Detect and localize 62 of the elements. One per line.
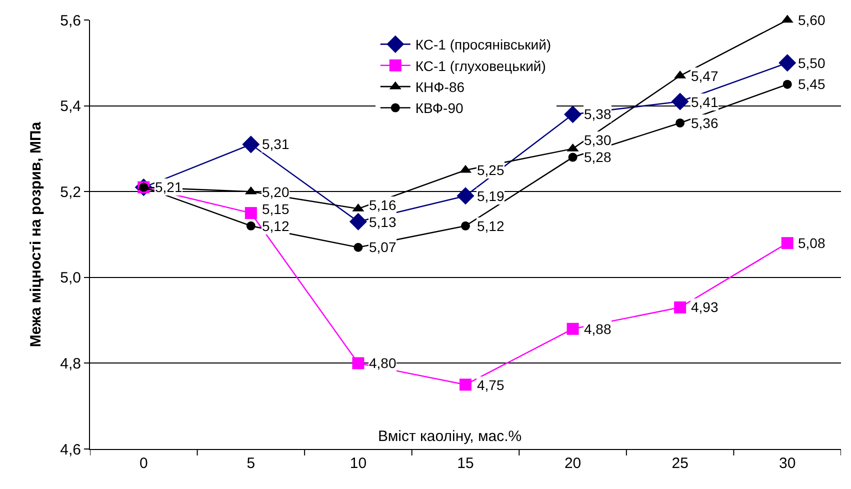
legend-label: КНФ-86 bbox=[415, 79, 465, 96]
data-label: 5,30 bbox=[584, 132, 612, 148]
point bbox=[349, 212, 367, 230]
data-label: 5,50 bbox=[798, 55, 826, 71]
x-tick-label: 20 bbox=[564, 455, 582, 472]
point bbox=[242, 136, 260, 154]
point bbox=[782, 80, 792, 89]
y-tick-label: 4,6 bbox=[60, 441, 81, 458]
x-tick-label: 10 bbox=[350, 455, 367, 472]
y-axis-title: Межа міцності на розрив, МПа bbox=[27, 121, 44, 348]
data-label: 5,25 bbox=[477, 162, 504, 178]
point bbox=[778, 54, 796, 72]
point bbox=[456, 187, 474, 205]
data-label: 4,80 bbox=[369, 355, 396, 371]
data-label: 5,12 bbox=[477, 218, 504, 234]
y-tick-label: 5,0 bbox=[60, 270, 81, 287]
point bbox=[244, 207, 257, 220]
point bbox=[354, 242, 363, 252]
data-label: 5,31 bbox=[262, 136, 290, 152]
data-label: 5,07 bbox=[369, 239, 396, 255]
point bbox=[460, 378, 472, 391]
x-axis-title: Вміст каоліну, мас.% bbox=[378, 428, 522, 445]
x-tick-label: 30 bbox=[779, 455, 796, 472]
point bbox=[676, 118, 685, 128]
data-label: 5,21 bbox=[155, 179, 182, 195]
data-label: 5,15 bbox=[262, 201, 290, 217]
x-tick-label: 5 bbox=[246, 455, 256, 472]
point bbox=[352, 357, 364, 370]
data-label: 5,41 bbox=[691, 94, 718, 110]
legend-label: КС-1 (просянівський) bbox=[415, 36, 552, 53]
y-tick-label: 5,4 bbox=[60, 98, 81, 116]
data-label: 4,75 bbox=[477, 377, 504, 393]
data-label: 5,36 bbox=[691, 115, 718, 131]
point bbox=[246, 221, 256, 230]
y-tick-label: 5,6 bbox=[60, 12, 81, 30]
point bbox=[461, 221, 470, 230]
data-label: 5,45 bbox=[798, 76, 826, 92]
point bbox=[566, 322, 579, 335]
point bbox=[564, 106, 582, 124]
data-label: 5,38 bbox=[584, 106, 612, 122]
data-label: 5,13 bbox=[369, 214, 396, 230]
y-tick-label: 4,8 bbox=[60, 355, 81, 372]
data-label: 5,47 bbox=[691, 68, 718, 84]
legend-label: КВФ-90 bbox=[415, 100, 464, 116]
data-label: 5,12 bbox=[262, 218, 290, 234]
point bbox=[781, 237, 794, 250]
point bbox=[671, 92, 689, 110]
y-tick-label: 5,2 bbox=[60, 184, 81, 201]
data-label: 5,20 bbox=[262, 184, 290, 200]
data-label: 5,28 bbox=[584, 149, 612, 165]
x-tick-label: 25 bbox=[672, 455, 688, 472]
legend-label: КС-1 (глуховецький) bbox=[415, 58, 546, 74]
point bbox=[568, 152, 578, 162]
data-label: 5,60 bbox=[798, 12, 826, 28]
data-label: 4,88 bbox=[584, 321, 612, 337]
data-label: 5,19 bbox=[477, 188, 504, 204]
point bbox=[674, 301, 686, 314]
data-label: 4,93 bbox=[691, 299, 718, 315]
x-tick-label: 15 bbox=[457, 455, 474, 472]
data-label: 5,16 bbox=[369, 197, 396, 213]
x-tick-label: 0 bbox=[139, 455, 148, 472]
data-label: 5,08 bbox=[798, 235, 826, 251]
